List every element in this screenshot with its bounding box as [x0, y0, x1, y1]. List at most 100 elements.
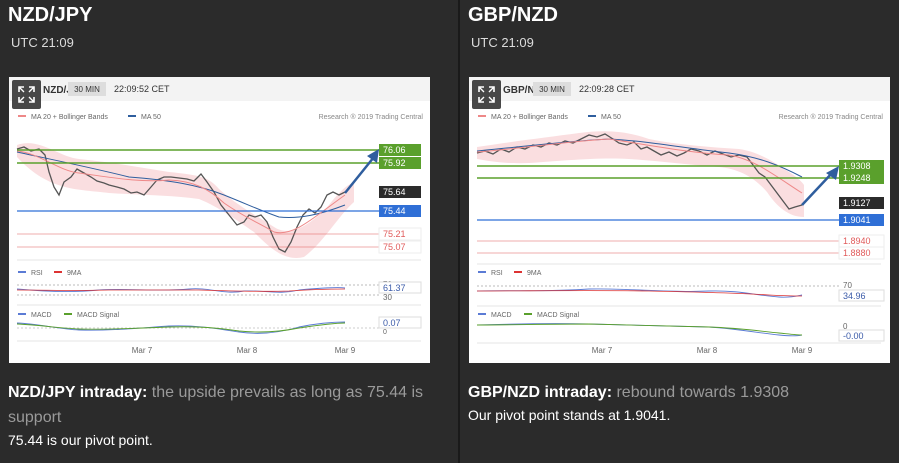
macd-tag: [378, 316, 422, 329]
caption-summary: the upside prevails as long as 75.44 is …: [8, 384, 424, 426]
analysis-caption: GBP/NZD intraday: rebound towards 1.9308: [468, 380, 898, 405]
pair-title: NZD/JPY: [8, 4, 93, 26]
chart-card[interactable]: GBP/NZD 30 MIN 22:09:28 CET MA 20 + Boll…: [469, 77, 890, 363]
chart-credit: Research ® 2019 Trading Central: [319, 113, 424, 121]
target-arrowhead: [367, 149, 379, 163]
panel-gbpnzd: GBP/NZD UTC 21:09 GBP/NZD 30 MIN 22:09:2…: [460, 0, 899, 463]
caption-headline: NZD/JPY intraday:: [8, 384, 148, 401]
macd-signal-line: [476, 323, 803, 336]
level-value-6: 75.07: [383, 242, 406, 252]
chart-svg: NZD/JPY 30 MIN 22:09:52 CET MA 20 + Boll…: [9, 77, 430, 355]
level-tag-2: [839, 172, 884, 184]
level-value-4: 75.44: [383, 206, 406, 216]
ma20-line: [16, 150, 346, 234]
chart-card[interactable]: NZD/JPY 30 MIN 22:09:52 CET MA 20 + Boll…: [9, 77, 430, 363]
level-value-3: 75.64: [383, 187, 406, 197]
pair-title: GBP/NZD: [468, 4, 558, 26]
ma50-line: [476, 138, 803, 178]
x-tick-3: Mar 9: [335, 346, 356, 355]
macd-legend: MACD: [491, 312, 512, 319]
ma50-legend: MA 50: [141, 114, 161, 121]
macd-signal-legend-swatch: [64, 313, 72, 315]
level-tag-5: [378, 227, 422, 241]
level-value-1: 76.06: [383, 145, 406, 155]
ma20-legend: MA 20 + Bollinger Bands: [491, 114, 568, 121]
rsi-tag: [378, 281, 422, 294]
x-tick-2: Mar 8: [697, 346, 718, 355]
ma50-line: [16, 151, 346, 218]
macd-legend-swatch: [478, 313, 486, 315]
update-time: UTC 21:09: [471, 35, 534, 50]
macd-legend: MACD: [31, 312, 52, 319]
pivot-note: Our pivot point stands at 1.9041.: [468, 407, 671, 423]
macd-signal-line: [16, 322, 346, 333]
level-tag-3: [839, 197, 884, 209]
macd-signal-legend-swatch: [524, 313, 532, 315]
level-tag-4: [839, 214, 884, 226]
level-value-2: 1.9248: [843, 173, 871, 183]
bollinger-band: [17, 143, 354, 258]
chart-clock: 22:09:28 CET: [579, 84, 635, 94]
interval-badge[interactable]: [68, 82, 106, 96]
macd-tag: [838, 329, 885, 342]
rsi-ma-legend: 9MA: [527, 270, 542, 277]
macd-value: -0.00: [843, 331, 864, 341]
panel-nzdjpy: NZD/JPY UTC 21:09 NZD/JPY 30 MIN 22:09:5…: [8, 4, 438, 448]
target-arrow: [801, 171, 834, 206]
level-tag-3: [379, 186, 421, 198]
x-tick-1: Mar 7: [592, 346, 613, 355]
chart-pair-label: NZD/JPY: [43, 85, 86, 96]
macd-zero-label: 0: [843, 322, 848, 331]
level-value-1: 1.9308: [843, 161, 871, 171]
macd-value: 0.07: [383, 318, 401, 328]
level-value-5: 75.21: [383, 229, 406, 239]
level-value-3: 1.9127: [843, 198, 871, 208]
level-value-2: 75.92: [383, 158, 406, 168]
macd-signal-legend: MACD Signal: [77, 312, 119, 319]
level-tag-6: [378, 240, 422, 254]
expand-button[interactable]: [472, 80, 501, 109]
x-tick-1: Mar 7: [132, 346, 153, 355]
ma20-legend-swatch: [18, 115, 26, 117]
rsi-value: 34.96: [843, 291, 866, 301]
rsi-line: [476, 288, 803, 298]
level-tag-6: [838, 246, 885, 260]
level-tag-1: [839, 160, 884, 172]
interval-label: 30 MIN: [74, 85, 100, 94]
chart-svg: GBP/NZD 30 MIN 22:09:28 CET MA 20 + Boll…: [469, 77, 890, 355]
update-time: UTC 21:09: [11, 35, 74, 50]
rsi-legend-swatch: [478, 271, 486, 273]
level-value-4: 1.9041: [843, 215, 871, 225]
chart-pair-label: GBP/NZD: [503, 85, 548, 96]
caption-headline: GBP/NZD intraday:: [468, 384, 613, 401]
ma50-legend-swatch: [588, 115, 596, 117]
ma20-legend-swatch: [478, 115, 486, 117]
pivot-note: 75.44 is our pivot point.: [8, 432, 153, 448]
level-tag-1: [379, 144, 421, 156]
rsi-legend-swatch: [18, 271, 26, 273]
target-arrow: [344, 156, 375, 194]
target-arrowhead: [826, 166, 839, 180]
panel-divider: [458, 0, 460, 463]
expand-button[interactable]: [12, 80, 41, 109]
rsi-level-30: 30: [383, 293, 392, 302]
x-tick-3: Mar 9: [792, 346, 813, 355]
rsi-tag: [838, 289, 885, 302]
interval-badge[interactable]: [533, 82, 571, 96]
ma50-legend: MA 50: [601, 114, 621, 121]
macd-legend-swatch: [18, 313, 26, 315]
level-value-6: 1.8880: [843, 248, 871, 258]
interval-label: 30 MIN: [539, 85, 565, 94]
rsi-ma-legend: 9MA: [67, 270, 82, 277]
price-path: [16, 146, 346, 253]
x-tick-2: Mar 8: [237, 346, 258, 355]
rsi-ma-legend-swatch: [514, 271, 522, 273]
expand-icon: [478, 86, 495, 103]
caption-summary: rebound towards 1.9308: [616, 384, 790, 401]
rsi-value: 61.37: [383, 283, 406, 293]
macd-zero-label: 0: [383, 329, 387, 336]
chart-clock: 22:09:52 CET: [114, 84, 170, 94]
rsi-legend: RSI: [491, 270, 503, 277]
macd-signal-legend: MACD Signal: [537, 312, 579, 319]
analysis-caption: NZD/JPY intraday: the upside prevails as…: [8, 380, 438, 430]
